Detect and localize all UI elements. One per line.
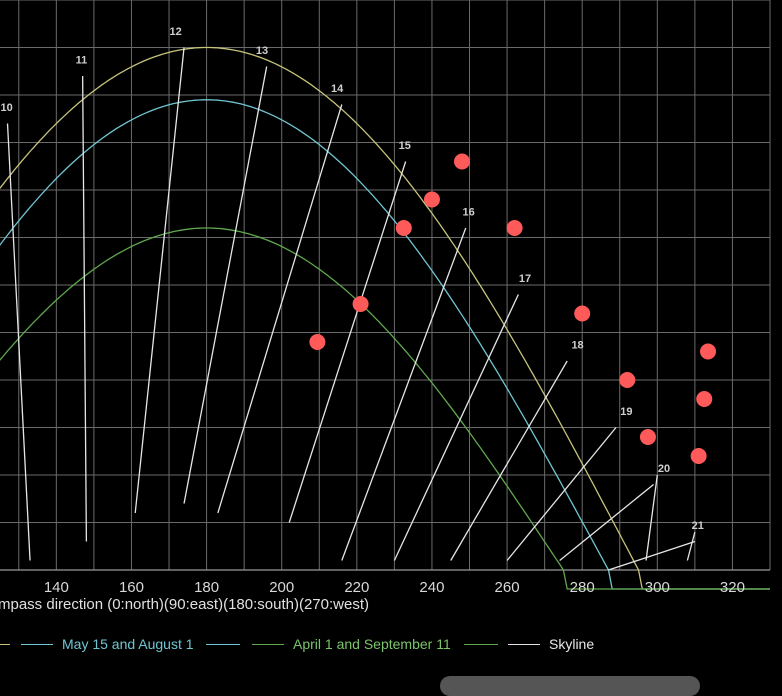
- sun-path-chart: 10 11 12 13 14 15 16 17 18 19 20 21 140 160 180 200 220…: [0, 0, 771, 613]
- skyline-point: [574, 305, 591, 322]
- x-tick-140: 140: [44, 579, 69, 596]
- legend-line-3a: [508, 644, 540, 645]
- legend-line-2b: [464, 644, 498, 645]
- skyline-point: [696, 391, 713, 407]
- hour-line: [288, 161, 407, 523]
- hour-line: [183, 66, 268, 504]
- x-axis-label: mpass direction (0:north)(90:east)(180:s…: [0, 596, 369, 613]
- hour-label-12: 12: [170, 26, 182, 38]
- skyline-point: [454, 153, 470, 170]
- hour-line: [134, 47, 185, 514]
- x-tick-220: 220: [344, 579, 369, 596]
- hour-label-21: 21: [692, 520, 704, 532]
- legend-label-series-2: April 1 and September 11: [293, 636, 451, 652]
- skyline-point: [395, 220, 412, 236]
- hour-line: [341, 227, 467, 561]
- x-tick-240: 240: [419, 579, 444, 596]
- sun-path-0: [0, 46, 770, 590]
- hour-label-10: 10: [1, 102, 13, 114]
- x-tick-200: 200: [269, 579, 294, 596]
- x-tick-300: 300: [645, 579, 670, 596]
- legend-line-1a: [21, 644, 53, 645]
- hour-line: [217, 104, 343, 514]
- hour-label-19: 19: [620, 406, 632, 418]
- hour-labels: 10 11 12 13 14 15 16 17 18 19 20 21: [1, 26, 704, 532]
- hour-line: [559, 483, 654, 562]
- hour-line: [393, 294, 519, 561]
- legend-line-2a: [252, 644, 284, 645]
- skyline-point: [423, 191, 440, 208]
- x-tick-labels: 140 160 180 200 220 240 260 280 300 320: [44, 579, 745, 596]
- hour-lines: [6, 47, 696, 571]
- legend-label-series-1: May 15 and August 1: [62, 636, 194, 652]
- legend-line-1b: [206, 644, 240, 645]
- legend-line-prev: [0, 644, 10, 645]
- x-tick-320: 320: [720, 579, 745, 596]
- x-tick-280: 280: [570, 579, 595, 596]
- hour-label-20: 20: [658, 463, 670, 475]
- hour-label-11: 11: [76, 55, 88, 67]
- hour-line: [686, 531, 696, 561]
- hour-label-14: 14: [331, 83, 344, 95]
- legend: May 15 and August 1 April 1 and Septembe…: [0, 628, 782, 660]
- x-tick-180: 180: [194, 579, 219, 596]
- hour-label-15: 15: [399, 140, 411, 152]
- hour-line: [6, 123, 31, 561]
- sun-path-2: [0, 227, 770, 590]
- scroll-handle[interactable]: [440, 676, 700, 696]
- skyline-point: [690, 448, 707, 464]
- skyline-point: [309, 334, 326, 350]
- sun-path-1: [0, 99, 770, 590]
- grid: [0, 0, 771, 571]
- sun-path-curves: [0, 46, 770, 590]
- hour-line: [506, 427, 617, 561]
- hour-line: [645, 474, 658, 561]
- hour-label-17: 17: [519, 273, 531, 285]
- hour-label-13: 13: [256, 45, 268, 57]
- hour-line: [450, 360, 568, 561]
- skyline-points: [309, 153, 717, 464]
- skyline-point: [506, 220, 523, 236]
- skyline-point: [639, 429, 656, 445]
- skyline-point: [619, 372, 636, 388]
- x-tick-260: 260: [495, 579, 520, 596]
- skyline-point: [352, 296, 369, 312]
- legend-label-skyline: Skyline: [549, 636, 595, 652]
- hour-line: [608, 540, 696, 571]
- x-tick-160: 160: [119, 579, 144, 596]
- hour-label-16: 16: [463, 207, 475, 219]
- hour-line: [81, 75, 88, 542]
- hour-label-18: 18: [571, 340, 583, 352]
- skyline-point: [700, 343, 717, 360]
